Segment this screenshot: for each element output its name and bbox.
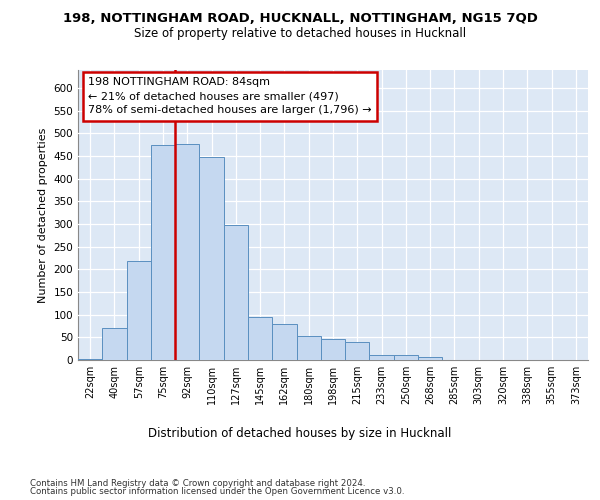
Bar bbox=[151, 145, 175, 360]
Bar bbox=[418, 357, 442, 360]
Bar bbox=[175, 144, 199, 360]
Y-axis label: Number of detached properties: Number of detached properties bbox=[38, 128, 48, 302]
Bar bbox=[272, 324, 296, 360]
Bar bbox=[78, 359, 102, 360]
Bar bbox=[248, 317, 272, 360]
Bar bbox=[296, 336, 321, 360]
Text: Contains public sector information licensed under the Open Government Licence v3: Contains public sector information licen… bbox=[30, 488, 404, 496]
Text: Distribution of detached houses by size in Hucknall: Distribution of detached houses by size … bbox=[148, 428, 452, 440]
Bar bbox=[102, 328, 127, 360]
Text: Size of property relative to detached houses in Hucknall: Size of property relative to detached ho… bbox=[134, 28, 466, 40]
Bar bbox=[199, 157, 224, 360]
Bar bbox=[224, 226, 248, 360]
Bar bbox=[394, 354, 418, 360]
Bar bbox=[345, 342, 370, 360]
Bar bbox=[321, 338, 345, 360]
Bar bbox=[127, 261, 151, 360]
Text: 198 NOTTINGHAM ROAD: 84sqm
← 21% of detached houses are smaller (497)
78% of sem: 198 NOTTINGHAM ROAD: 84sqm ← 21% of deta… bbox=[88, 77, 372, 116]
Text: Contains HM Land Registry data © Crown copyright and database right 2024.: Contains HM Land Registry data © Crown c… bbox=[30, 478, 365, 488]
Bar bbox=[370, 354, 394, 360]
Text: 198, NOTTINGHAM ROAD, HUCKNALL, NOTTINGHAM, NG15 7QD: 198, NOTTINGHAM ROAD, HUCKNALL, NOTTINGH… bbox=[62, 12, 538, 26]
